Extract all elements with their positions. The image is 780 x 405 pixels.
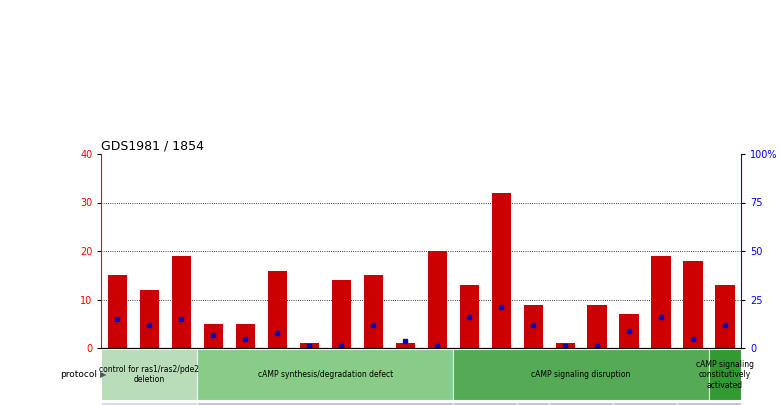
Bar: [108, 275, 127, 348]
Bar: [523, 305, 543, 348]
Bar: [613, 402, 677, 405]
Text: control for ras1/ras2/pde2
deletion: control for ras1/ras2/pde2 deletion: [99, 365, 200, 384]
Bar: [172, 256, 191, 348]
Bar: [555, 343, 575, 348]
Bar: [677, 402, 741, 405]
Bar: [300, 343, 319, 348]
Text: cAMP signaling disruption: cAMP signaling disruption: [531, 370, 631, 379]
Bar: [197, 402, 453, 405]
Bar: [491, 193, 511, 348]
Bar: [268, 271, 287, 348]
Bar: [651, 256, 671, 348]
Text: cAMP signaling
constitutively
activated: cAMP signaling constitutively activated: [696, 360, 754, 390]
Bar: [427, 251, 447, 348]
Bar: [587, 305, 607, 348]
Bar: [395, 343, 415, 348]
Bar: [101, 350, 197, 400]
Text: cAMP synthesis/degradation defect: cAMP synthesis/degradation defect: [257, 370, 393, 379]
Bar: [549, 402, 613, 405]
Bar: [619, 314, 639, 348]
Bar: [197, 350, 453, 400]
Text: protocol: protocol: [60, 370, 97, 379]
Bar: [363, 275, 383, 348]
Bar: [453, 402, 517, 405]
Text: GDS1981 / 1854: GDS1981 / 1854: [101, 140, 204, 153]
Bar: [715, 285, 735, 348]
Text: ▶: ▶: [100, 370, 106, 379]
Bar: [140, 290, 159, 348]
Bar: [332, 280, 351, 348]
Bar: [101, 402, 197, 405]
Bar: [459, 285, 479, 348]
Bar: [204, 324, 223, 348]
Bar: [709, 350, 741, 400]
Bar: [517, 402, 549, 405]
Bar: [683, 261, 703, 348]
Bar: [453, 350, 709, 400]
Bar: [236, 324, 255, 348]
